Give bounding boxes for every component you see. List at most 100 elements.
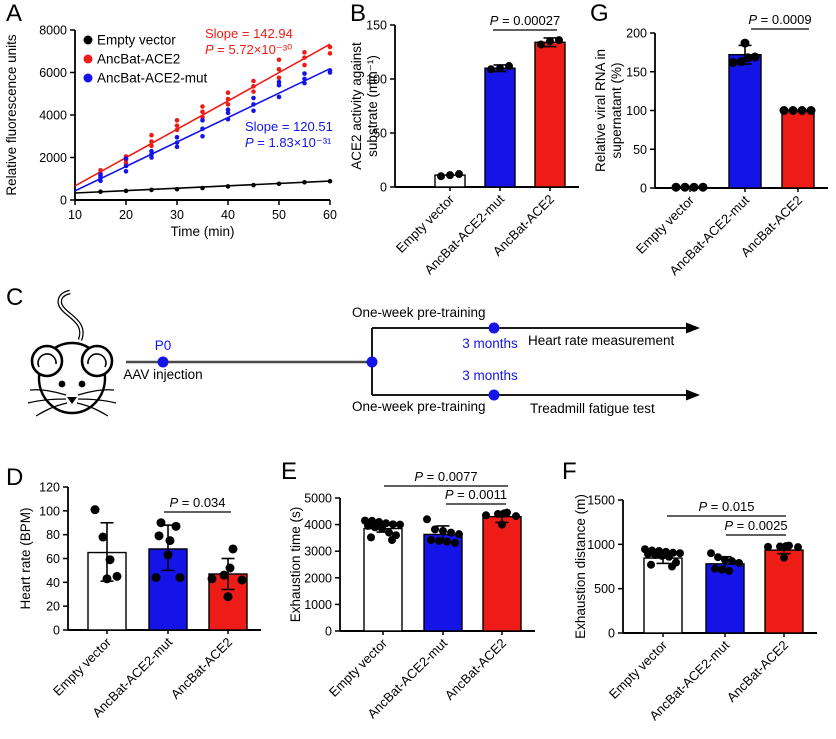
data-point: [276, 57, 282, 63]
data-dot: [388, 536, 396, 545]
annotation-line: P = 5.72×10⁻³⁰: [205, 42, 292, 57]
y-tick-label: 200: [626, 27, 647, 41]
bar-2: [482, 515, 522, 632]
lower-pretraining-label: One-week pre-training: [352, 399, 486, 414]
legend-marker: [83, 54, 93, 64]
data-dot: [728, 557, 736, 566]
data-point: [302, 62, 307, 68]
data-point: [174, 144, 180, 150]
data-point: [225, 107, 231, 112]
y-tick-label: 2000: [39, 151, 67, 165]
data-point: [174, 135, 180, 140]
data-point: [149, 155, 154, 160]
p-value-label: P = 0.034: [169, 495, 225, 510]
data-dot: [651, 550, 659, 559]
data-dot: [163, 550, 173, 560]
data-dot: [90, 505, 100, 515]
x-category-label: Empty vector: [606, 637, 671, 702]
data-point: [302, 76, 307, 82]
data-point: [98, 178, 103, 184]
bar-0: [363, 527, 403, 632]
data-dot: [668, 562, 676, 571]
data-dot: [102, 574, 112, 584]
data-point: [174, 186, 180, 192]
y-axis-title: substrate (min⁻¹): [365, 55, 380, 157]
data-dot: [385, 528, 393, 537]
data-dot: [546, 37, 554, 46]
bar-2: [781, 109, 815, 189]
data-dot: [714, 553, 722, 562]
data-dot: [219, 570, 229, 580]
y-tick-label: 100: [626, 104, 647, 118]
y-axis-title: Exhaustion time (s): [288, 507, 303, 623]
data-dot: [750, 52, 760, 62]
mouse-ear-left: [30, 344, 64, 378]
data-point: [225, 110, 231, 116]
p-value-label: P = 0.0025: [724, 518, 787, 533]
p-value-label: P = 0.0077: [414, 469, 477, 484]
x-tick-label: 30: [170, 208, 184, 222]
y-tick-label: 4000: [304, 518, 332, 532]
x-tick-label: 50: [272, 208, 286, 222]
data-dot: [207, 574, 217, 584]
bar-1: [484, 67, 516, 188]
y-tick-label: 100: [366, 73, 387, 87]
data-dot: [680, 182, 690, 192]
data-point: [225, 116, 231, 122]
data-point: [98, 189, 103, 195]
bar-2: [534, 41, 566, 188]
y-tick-label: 50: [373, 127, 387, 141]
panel-a-label: A: [6, 0, 23, 27]
p0-label: P0: [154, 338, 172, 353]
y-tick-label: 0: [608, 627, 615, 641]
y-tick-label: 4000: [39, 109, 67, 123]
y-tick-label: 20: [46, 600, 60, 614]
data-dot: [437, 172, 445, 181]
y-tick-label: 8000: [39, 24, 67, 38]
data-point: [98, 167, 103, 173]
y-tick-label: 60: [46, 552, 60, 566]
x-category-label: AncBat-ACE2: [724, 638, 791, 705]
data-dot: [431, 525, 439, 534]
bar-2: [764, 549, 804, 634]
x-category-label: Empty vector: [326, 635, 391, 700]
data-point: [149, 148, 154, 154]
y-axis-title: Relative fluorescence units: [4, 34, 19, 196]
data-point: [123, 163, 129, 169]
data-dot: [156, 518, 166, 528]
data-dot: [555, 36, 563, 45]
bar-1: [423, 533, 463, 632]
p-value-label: P = 0.00027: [490, 13, 560, 28]
p-value-label: P = 0.0011: [445, 487, 507, 502]
data-dot: [367, 533, 375, 542]
data-dot: [378, 524, 386, 533]
data-dot: [512, 512, 520, 521]
data-dot: [721, 555, 729, 564]
data-dot: [105, 555, 115, 565]
y-tick-label: 1000: [587, 538, 615, 552]
data-dot: [175, 573, 185, 583]
data-dot: [500, 509, 508, 518]
data-dot: [165, 536, 175, 546]
data-point: [149, 187, 154, 193]
lower-outcome-label: Treadmill fatigue test: [530, 401, 655, 416]
legend-label: Empty vector: [97, 33, 176, 48]
y-tick-label: 100: [39, 504, 60, 518]
data-dot: [371, 523, 379, 532]
y-tick-label: 0: [60, 194, 67, 208]
y-tick-label: 0: [640, 182, 647, 196]
mouse-ear-right: [80, 344, 114, 378]
legend-label: AncBat-ACE2: [97, 52, 180, 67]
data-dot: [676, 549, 684, 558]
data-point: [149, 143, 154, 149]
data-point: [98, 175, 103, 180]
data-dot: [496, 64, 504, 73]
x-category-label: AncBat-ACE2: [442, 636, 509, 703]
data-point: [98, 172, 103, 177]
y-tick-label: 500: [594, 582, 615, 596]
y-tick-label: 6000: [39, 66, 67, 80]
data-dot: [439, 526, 447, 535]
